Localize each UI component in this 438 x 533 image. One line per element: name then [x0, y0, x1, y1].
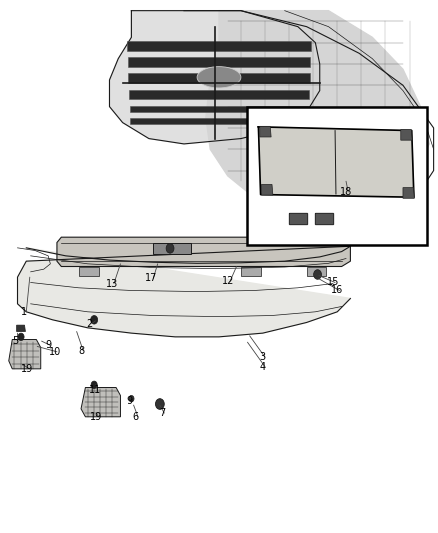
Polygon shape — [9, 340, 41, 369]
Polygon shape — [130, 118, 308, 124]
Text: 8: 8 — [78, 346, 84, 356]
Bar — [307, 266, 326, 276]
Polygon shape — [57, 237, 350, 266]
Polygon shape — [129, 90, 309, 99]
Polygon shape — [81, 387, 120, 417]
Text: 10: 10 — [49, 347, 61, 357]
Polygon shape — [258, 127, 414, 197]
Polygon shape — [403, 188, 414, 198]
Circle shape — [129, 395, 134, 402]
Text: 19: 19 — [90, 412, 102, 422]
Text: 4: 4 — [260, 362, 266, 372]
Text: 18: 18 — [340, 187, 352, 197]
Polygon shape — [260, 126, 271, 137]
Polygon shape — [110, 11, 320, 144]
Circle shape — [155, 399, 164, 409]
Text: 5: 5 — [12, 336, 18, 346]
Text: 1: 1 — [21, 307, 27, 317]
Polygon shape — [315, 213, 333, 224]
Text: 3: 3 — [260, 352, 266, 362]
Bar — [79, 266, 99, 276]
Text: 2: 2 — [87, 319, 93, 328]
Polygon shape — [261, 184, 273, 195]
Text: 13: 13 — [106, 279, 118, 288]
Text: 9: 9 — [126, 396, 132, 406]
Circle shape — [18, 333, 24, 341]
Text: 16: 16 — [331, 286, 343, 295]
Text: 6: 6 — [133, 412, 139, 422]
Circle shape — [166, 244, 174, 253]
Polygon shape — [17, 325, 25, 332]
Polygon shape — [128, 73, 310, 83]
Polygon shape — [401, 130, 412, 140]
Polygon shape — [130, 106, 308, 112]
Polygon shape — [127, 41, 311, 51]
Bar — [241, 266, 261, 276]
Text: 11: 11 — [89, 385, 102, 395]
Text: 15: 15 — [327, 278, 339, 287]
Circle shape — [91, 381, 97, 389]
Polygon shape — [206, 11, 429, 208]
Text: 19: 19 — [21, 364, 33, 374]
Text: 12: 12 — [222, 277, 234, 286]
Polygon shape — [128, 57, 310, 67]
Text: 9: 9 — [45, 341, 51, 350]
Polygon shape — [289, 213, 307, 224]
Text: 17: 17 — [145, 273, 157, 283]
Ellipse shape — [197, 67, 241, 88]
Circle shape — [314, 270, 321, 279]
Bar — [153, 243, 191, 254]
Bar — [247, 107, 427, 245]
Text: 7: 7 — [159, 408, 165, 418]
Polygon shape — [18, 246, 350, 337]
Circle shape — [91, 316, 98, 324]
